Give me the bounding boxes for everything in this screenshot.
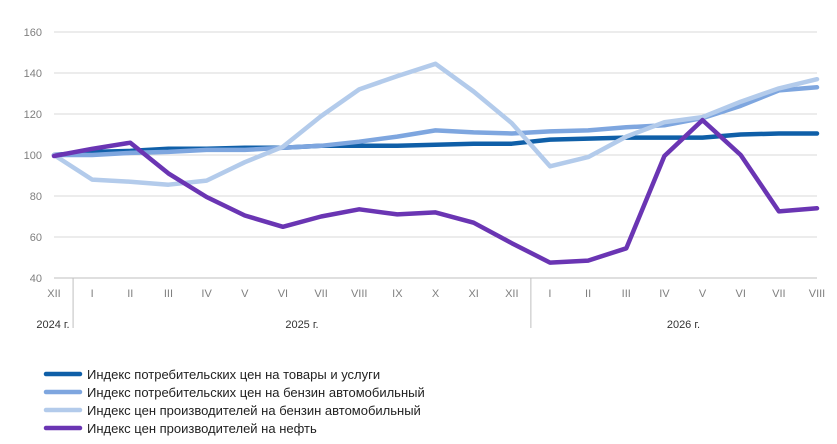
legend: Индекс потребительских цен на товары и у… [43,367,425,436]
x-tick-label: X [432,288,440,300]
x-tick-label: III [164,288,173,300]
y-tick-label: 40 [30,273,42,285]
x-tick-label: I [548,288,551,300]
series-line-1 [51,131,820,158]
x-tick-label: II [127,288,133,300]
x-tick-label: IX [392,288,403,300]
year-label: 2024 г. [36,319,69,331]
series-line-4 [51,117,820,265]
x-tick-label: XII [47,288,60,300]
x-tick-label: VI [278,288,288,300]
y-tick-label: 120 [24,109,42,121]
y-tick-label: 160 [24,27,42,39]
x-tick-label: I [91,288,94,300]
grid-lines [54,31,817,238]
legend-label: Индекс потребительских цен на бензин авт… [87,385,425,400]
y-tick-label: 60 [30,232,42,244]
x-tick-label: XI [468,288,478,300]
x-tick-label: III [622,288,631,300]
legend-label: Индекс потребительских цен на товары и у… [87,367,380,382]
x-tick-label: V [699,288,707,300]
year-label: 2025 г. [285,319,318,331]
year-labels: 2024 г. 2025 г. 2026 г. [36,319,700,331]
x-tick-label: VII [314,288,327,300]
x-tick-label: IV [201,288,212,300]
x-axis-tick-labels: XII I II III IV V VI VII VIII IX X XI XII I II III IV V VI… [47,288,825,300]
x-tick-label: VIII [351,288,368,300]
y-axis-tick-labels: 40 60 80 100 120 140 160 [24,27,42,285]
x-tick-label: V [241,288,249,300]
series-line-3 [51,61,820,187]
x-tick-label: XII [505,288,518,300]
y-tick-label: 140 [24,68,42,80]
x-axis [54,277,817,328]
x-tick-label: IV [659,288,670,300]
y-tick-label: 80 [30,191,42,203]
x-tick-label: II [585,288,591,300]
x-tick-label: VI [735,288,745,300]
series-lines [51,61,820,265]
legend-label: Индекс цен производителей на бензин авто… [87,403,421,418]
year-label: 2026 г. [667,319,700,331]
x-tick-label: VII [772,288,785,300]
legend-label: Индекс цен производителей на нефть [87,421,317,436]
x-tick-label: VIII [809,288,826,300]
y-tick-label: 100 [24,150,42,162]
